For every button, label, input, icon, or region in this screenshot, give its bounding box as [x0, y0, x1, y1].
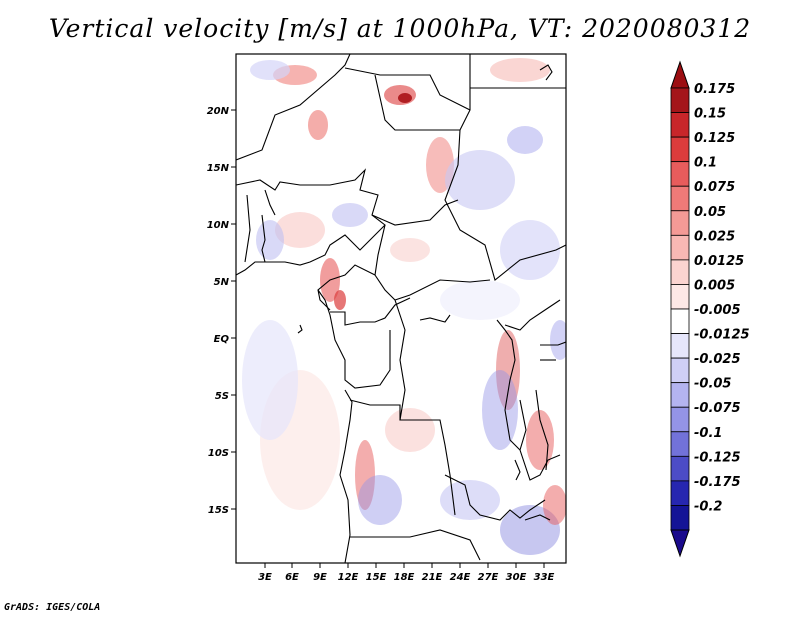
- lon-label: 15E: [366, 572, 387, 583]
- lon-label: 24E: [450, 572, 471, 583]
- map-frame: [235, 53, 567, 564]
- lat-label: 5S: [215, 391, 229, 402]
- colorbar: 0.175 0.15 0.125 0.1 0.075 0.05 0.025 0.0125 0.0…: [670, 60, 750, 558]
- country-borders: [236, 54, 566, 563]
- velocity-field: [242, 58, 566, 555]
- colorbar-level-label: -0.1: [694, 426, 722, 441]
- grads-credit: GrADS: IGES/COLA: [4, 602, 101, 613]
- colorbar-swatch: [670, 234, 690, 261]
- lat-label: 20N: [207, 106, 230, 117]
- colorbar-level-label: -0.125: [694, 450, 741, 465]
- colorbar-swatch: [670, 112, 690, 138]
- lat-label: 5N: [214, 277, 230, 288]
- lon-label: 3E: [258, 572, 272, 583]
- lat-label: EQ: [214, 334, 230, 345]
- colorbar-level-label: 0.05: [694, 205, 726, 220]
- colorbar-level-label: 0.15: [694, 107, 726, 122]
- colorbar-swatch: [670, 357, 690, 384]
- colorbar-level-label: 0.075: [694, 180, 735, 195]
- colorbar-swatch: [670, 431, 690, 457]
- lon-axis: 3E 6E 9E 12E 15E 18E 21E 24E 27E 30E 33E: [258, 563, 555, 583]
- lat-label: 10N: [207, 220, 230, 231]
- lon-label: 21E: [422, 572, 443, 583]
- colorbar-top-triangle: [670, 60, 690, 89]
- chart-title: Vertical velocity [m/s] at 1000hPa, VT: …: [48, 14, 752, 43]
- lat-label: 15N: [207, 163, 230, 174]
- colorbar-level-label: -0.0125: [694, 328, 750, 343]
- lat-label: 10S: [208, 448, 229, 459]
- colorbar-level-label: 0.005: [694, 278, 735, 293]
- colorbar-swatch: [670, 308, 690, 334]
- map-panel: [235, 53, 567, 564]
- lon-label: 6E: [285, 572, 299, 583]
- colorbar-swatch: [670, 284, 690, 310]
- lon-label: 18E: [394, 572, 415, 583]
- colorbar-swatch: [670, 136, 690, 163]
- colorbar-level-label: 0.125: [694, 131, 735, 146]
- colorbar-level-label: -0.005: [694, 303, 741, 318]
- colorbar-level-label: -0.175: [694, 475, 741, 490]
- colorbar-bottom-triangle: [670, 529, 690, 558]
- lon-label: 30E: [506, 572, 527, 583]
- colorbar-level-label: -0.05: [694, 377, 731, 392]
- colorbar-swatch: [670, 210, 690, 236]
- colorbar-level-label: -0.025: [694, 352, 741, 367]
- colorbar-swatch: [670, 333, 690, 359]
- colorbar-swatch: [670, 382, 690, 408]
- colorbar-swatch: [670, 161, 690, 187]
- colorbar-level-label: 0.175: [694, 82, 735, 97]
- colorbar-swatch: [670, 185, 690, 212]
- lon-label: 33E: [534, 572, 555, 583]
- colorbar-level-label: -0.075: [694, 401, 741, 416]
- colorbar-swatch: [670, 87, 690, 113]
- colorbar-swatch: [670, 406, 690, 433]
- colorbar-swatch: [670, 505, 690, 531]
- colorbar-level-label: 0.025: [694, 229, 735, 244]
- colorbar-swatch: [670, 480, 690, 506]
- lon-label: 12E: [338, 572, 359, 583]
- lat-axis: 20N 15N 10N 5N EQ 5S 10S 15S: [207, 106, 236, 516]
- colorbar-swatch: [670, 259, 690, 285]
- lat-label: 15S: [208, 505, 229, 516]
- colorbar-level-label: 0.1: [694, 156, 717, 171]
- lon-label: 27E: [478, 572, 499, 583]
- lon-label: 9E: [313, 572, 327, 583]
- colorbar-swatch: [670, 455, 690, 482]
- colorbar-level-label: -0.2: [694, 499, 722, 514]
- colorbar-level-label: 0.0125: [694, 254, 744, 269]
